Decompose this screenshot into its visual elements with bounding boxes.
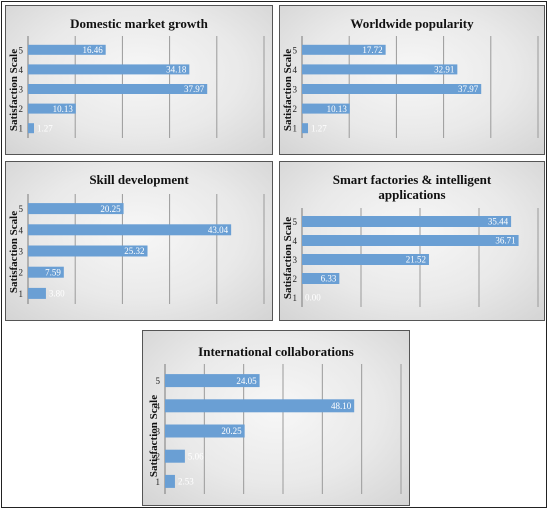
bar-plot: 1 1.27 2 10.13 3 37.97 4 32.91 5 17.72	[293, 36, 539, 138]
y-tick-label: 3	[156, 427, 161, 437]
y-tick-label: 3	[293, 85, 298, 95]
chart-panel-worldwide-popularity: Worldwide popularity Satisfaction Scale …	[279, 5, 545, 155]
bar	[165, 474, 175, 488]
data-label: 10.13	[53, 104, 74, 114]
data-label: 0.00	[305, 293, 321, 303]
data-label: 35.44	[488, 217, 509, 227]
data-label: 3.80	[49, 289, 65, 299]
y-tick-label: 4	[19, 225, 24, 235]
chart-title: Skill development	[89, 172, 189, 187]
data-label: 36.71	[495, 236, 515, 246]
bar	[28, 103, 76, 114]
chart-panel-skill-development: Skill development Satisfaction Scale 1 3.…	[5, 161, 273, 321]
data-label: 37.97	[458, 84, 479, 94]
y-tick-label: 1	[293, 293, 298, 303]
bar	[28, 287, 46, 299]
y-tick-label: 4	[19, 65, 24, 75]
chart-title: Domestic market growth	[70, 16, 208, 31]
bar	[302, 235, 519, 246]
bar	[165, 374, 260, 388]
y-tick-label: 5	[293, 217, 298, 227]
data-label: 48.10	[331, 401, 352, 411]
chart-title: Smart factories & intelligent applicatio…	[332, 172, 492, 202]
y-tick-label: 2	[19, 268, 24, 278]
bar	[302, 64, 458, 75]
y-tick-label: 4	[156, 401, 161, 411]
y-tick-label: 2	[293, 274, 298, 284]
data-label: 6.33	[321, 274, 337, 284]
data-label: 43.04	[208, 225, 229, 235]
data-label: 20.25	[100, 204, 121, 214]
y-tick-label: 4	[293, 65, 298, 75]
bar-plot: 1 3.80 2 7.59 3 25.32 4 43.04 5 20.25	[19, 194, 265, 304]
data-label: 16.46	[82, 45, 103, 55]
data-label: 37.97	[184, 84, 205, 94]
y-tick-label: 3	[19, 85, 24, 95]
y-tick-label: 1	[19, 289, 24, 299]
bar	[165, 449, 185, 463]
bar	[302, 44, 386, 55]
y-tick-label: 5	[293, 45, 298, 55]
chart-panel-international-collaborations: International collaborations Satisfactio…	[142, 330, 410, 506]
bar	[28, 84, 208, 94]
chart-panel-domestic-market-growth: Domestic market growth Satisfaction Scal…	[5, 5, 273, 155]
data-label: 2.53	[178, 477, 194, 487]
y-tick-label: 5	[156, 376, 161, 386]
bar-plot: 1 0.00 2 6.33 3 21.52 4 36.71 5 35.44	[293, 208, 539, 307]
chart-panel-smart-factories: Smart factories & intelligent applicatio…	[279, 161, 545, 321]
bar	[28, 44, 106, 55]
bar	[302, 84, 482, 94]
y-tick-label: 5	[19, 45, 24, 55]
bar	[28, 203, 124, 215]
bar	[28, 64, 190, 75]
data-label: 32.91	[434, 65, 454, 75]
bar	[302, 254, 429, 265]
bar	[302, 216, 512, 227]
data-label: 1.27	[311, 123, 327, 133]
bar-plot: 1 2.53 2 5.06 3 20.25 4 48.10 5 24.05	[156, 364, 402, 494]
y-tick-label: 3	[293, 255, 298, 265]
bar	[28, 123, 34, 134]
data-label: 5.06	[188, 451, 204, 461]
data-label: 21.52	[406, 255, 426, 265]
bar	[302, 273, 340, 284]
chart-title: Worldwide popularity	[350, 16, 474, 31]
bar	[302, 123, 308, 134]
data-label: 20.25	[221, 426, 242, 436]
data-label: 17.72	[362, 45, 382, 55]
y-tick-label: 3	[19, 247, 24, 257]
bar	[165, 424, 245, 438]
y-tick-label: 2	[156, 452, 161, 462]
bar	[28, 266, 64, 278]
data-label: 1.27	[37, 123, 53, 133]
bar	[165, 399, 355, 413]
bar	[28, 224, 232, 236]
chart-title: International collaborations	[198, 344, 354, 359]
y-tick-label: 1	[19, 124, 24, 134]
bar-plot: 1 1.27 2 10.13 3 37.97 4 34.18 5 16.46	[19, 36, 265, 138]
y-tick-label: 2	[293, 104, 298, 114]
y-tick-label: 5	[19, 204, 24, 214]
data-label: 24.05	[236, 376, 257, 386]
data-label: 34.18	[166, 65, 187, 75]
bar	[302, 103, 350, 114]
data-label: 10.13	[327, 104, 348, 114]
data-label: 25.32	[124, 246, 144, 256]
data-label: 7.59	[45, 267, 61, 277]
y-tick-label: 2	[19, 104, 24, 114]
y-tick-label: 1	[293, 124, 298, 134]
y-tick-label: 1	[156, 477, 161, 487]
bar	[28, 245, 148, 257]
y-tick-label: 4	[293, 236, 298, 246]
